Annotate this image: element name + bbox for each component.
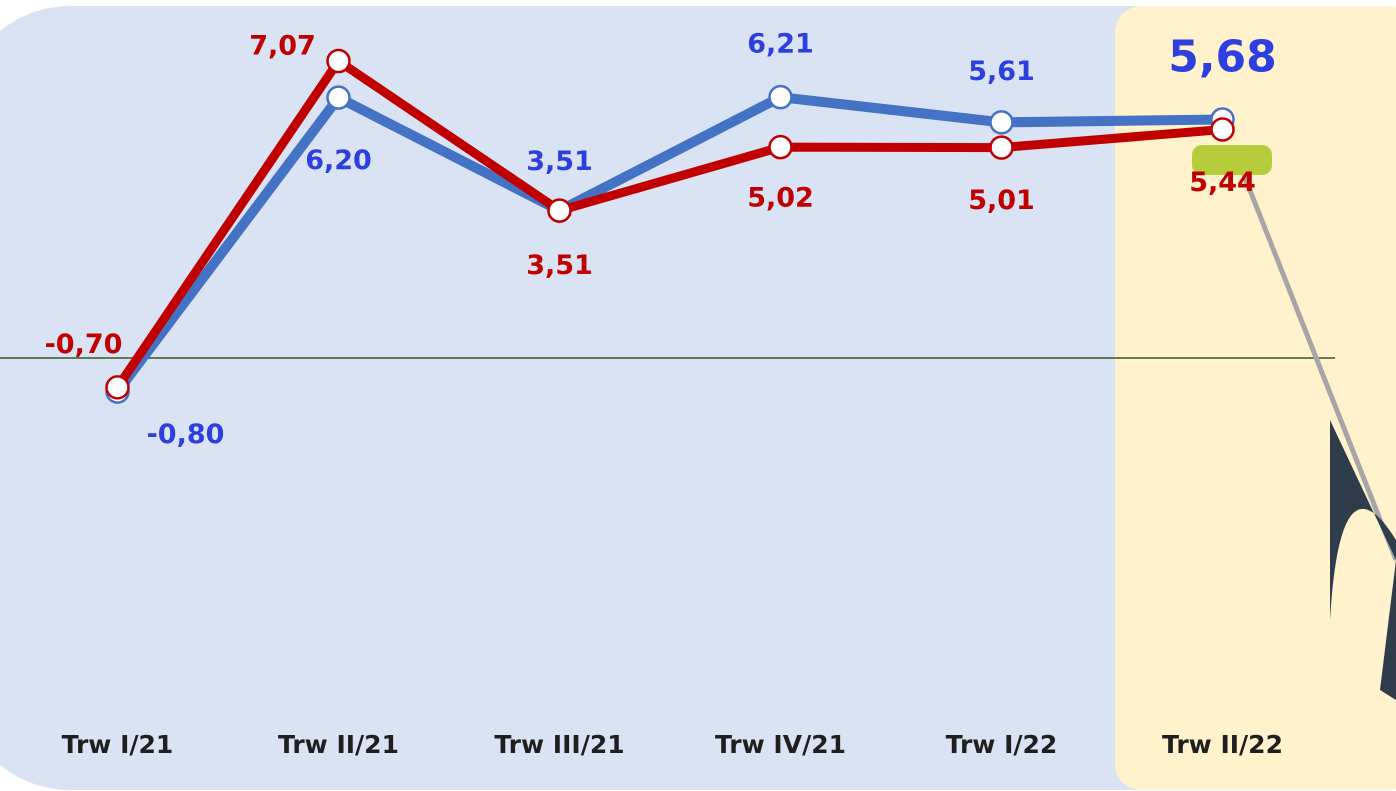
x-tick-label: Trw II/21 (278, 730, 399, 759)
point (989, 110, 1014, 135)
roller-pole (1237, 164, 1396, 561)
point (989, 135, 1014, 160)
point (1210, 117, 1235, 142)
data-label: 5,44 (1189, 167, 1256, 198)
data-label: -0,80 (147, 419, 225, 450)
point (326, 48, 351, 74)
data-label: -0,70 (45, 329, 123, 360)
point (105, 375, 130, 400)
x-tick-label: Trw I/22 (946, 730, 1058, 759)
data-label: 7,07 (249, 31, 316, 62)
x-tick-label: Trw II/22 (1162, 730, 1283, 759)
point (326, 85, 351, 110)
data-label: 5,61 (968, 56, 1035, 87)
series-line (113, 92, 1223, 395)
point (768, 134, 793, 160)
point (768, 84, 793, 110)
highlight-panel (1115, 6, 1396, 790)
x-tick-label: Trw I/21 (62, 730, 174, 759)
data-label: 5,68 (1168, 31, 1277, 82)
series-line (113, 56, 1223, 390)
painter-figure (1330, 420, 1396, 700)
x-tick-label: Trw III/21 (494, 730, 624, 759)
data-label: 5,02 (747, 183, 814, 214)
plot-background (0, 6, 1390, 790)
data-label: 6,21 (747, 29, 814, 60)
data-label: 5,01 (968, 185, 1035, 216)
x-tick-label: Trw IV/21 (715, 730, 846, 759)
paint-roller (1192, 145, 1272, 175)
point (547, 198, 572, 223)
data-label: 3,51 (526, 146, 593, 177)
data-label: 3,51 (526, 250, 593, 281)
data-label: 6,20 (305, 145, 372, 176)
